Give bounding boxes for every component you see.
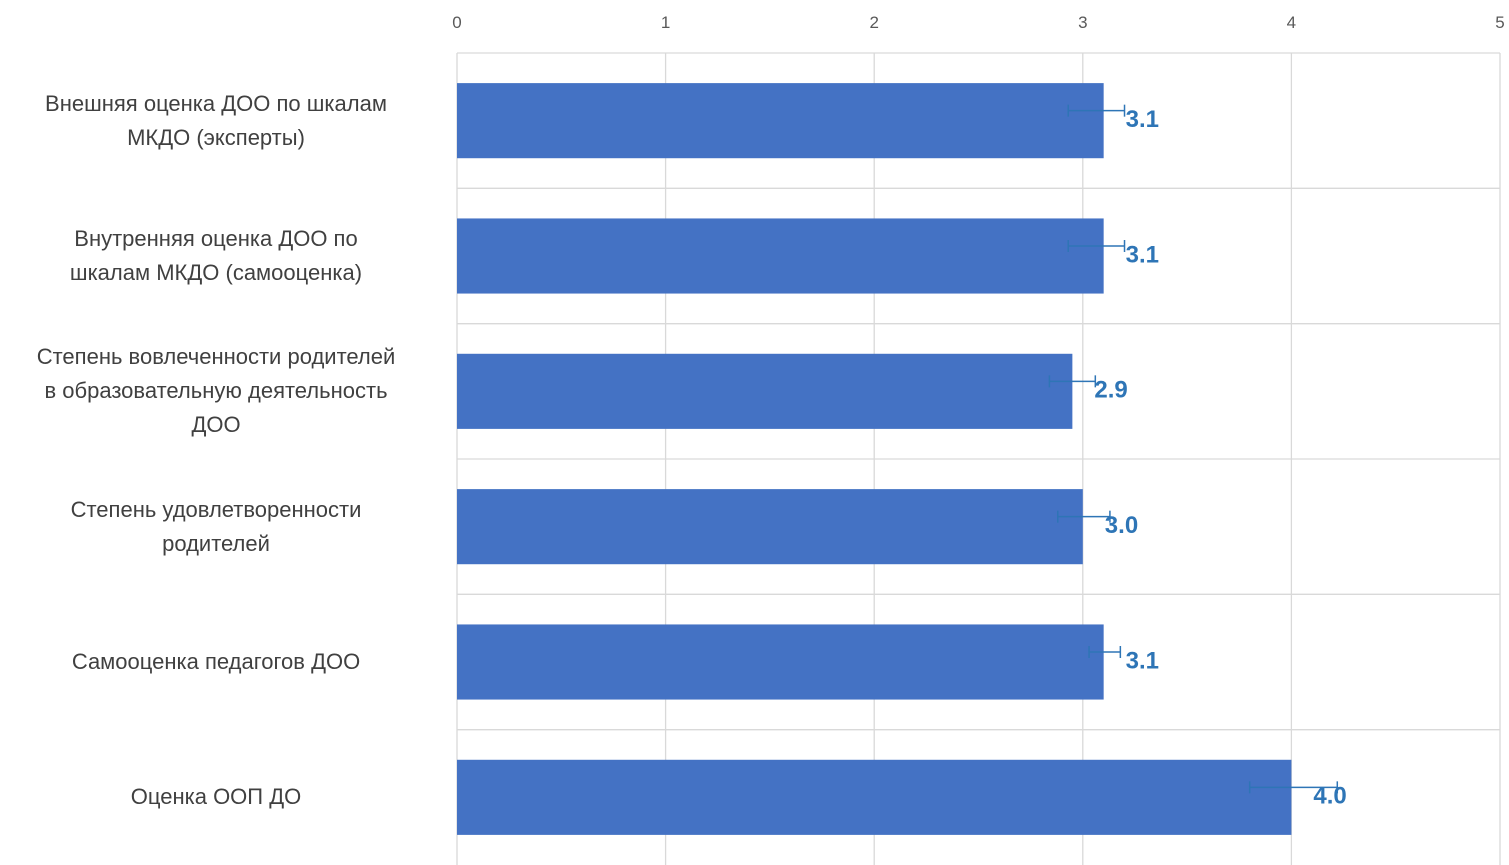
data-label: 3.1 [1126,106,1159,133]
bar [457,759,1292,835]
data-labels: 3.1 3.1 2.9 3.0 3.1 4.0 [1094,106,1346,810]
x-tick-label: 3 [1078,13,1087,32]
category-label-line: МКДО (эксперты) [127,124,305,150]
category-label-line: шкалам МКДО (самооценка) [69,260,363,285]
category-label-line: Самооценка педагогов ДОО [71,649,361,674]
error-bar [1088,646,1122,658]
data-label: 3.1 [1126,241,1159,268]
error-bars [1048,104,1339,794]
error-bar [1067,240,1126,252]
error-bar [1048,375,1097,388]
category-label: Оценка ООП ДО [0,780,432,814]
x-tick-label: 2 [869,13,878,32]
category-label-line: родителей [162,530,270,556]
category-label: Самооценка педагогов ДОО [0,645,432,679]
data-label: 4.0 [1313,783,1346,810]
bar [457,83,1104,159]
error-bar [1067,104,1126,117]
error-bar [1057,510,1111,523]
data-label: 3.0 [1105,512,1138,539]
category-label-line: Степень удовлетворенности [70,496,362,522]
bar [457,489,1083,565]
category-label-line: в образовательную деятельность [44,378,388,404]
category-label: Степень удовлетворенности родителей [0,493,432,561]
bar [457,353,1073,429]
bars [457,83,1292,835]
x-tick-label: 1 [661,13,670,32]
data-label: 2.9 [1094,377,1127,404]
category-label: Внутренняя оценка ДОО по шкалам МКДО (сам… [0,222,432,290]
x-axis-ticks: 0 1 2 3 4 5 [452,13,1504,32]
category-label: Степень вовлеченности родителей в образов… [0,340,432,442]
category-label-line: ДОО [191,412,241,438]
category-label-line: Оценка ООП ДО [130,784,302,810]
data-label: 3.1 [1126,647,1159,674]
category-label-line: Внешняя оценка ДОО по шкалам [45,90,387,116]
grid-lines [456,52,1501,865]
bar [457,218,1104,294]
bar [457,624,1104,700]
category-label-line: Внутренняя оценка ДОО по [74,226,358,251]
x-tick-label: 0 [452,13,461,32]
category-label-line: Степень вовлеченности родителей [36,344,396,370]
error-bar [1248,781,1339,794]
category-label: Внешняя оценка ДОО по шкалам МКДО (экспер… [0,87,432,155]
x-tick-label: 5 [1495,13,1504,32]
x-tick-label: 4 [1287,13,1296,32]
